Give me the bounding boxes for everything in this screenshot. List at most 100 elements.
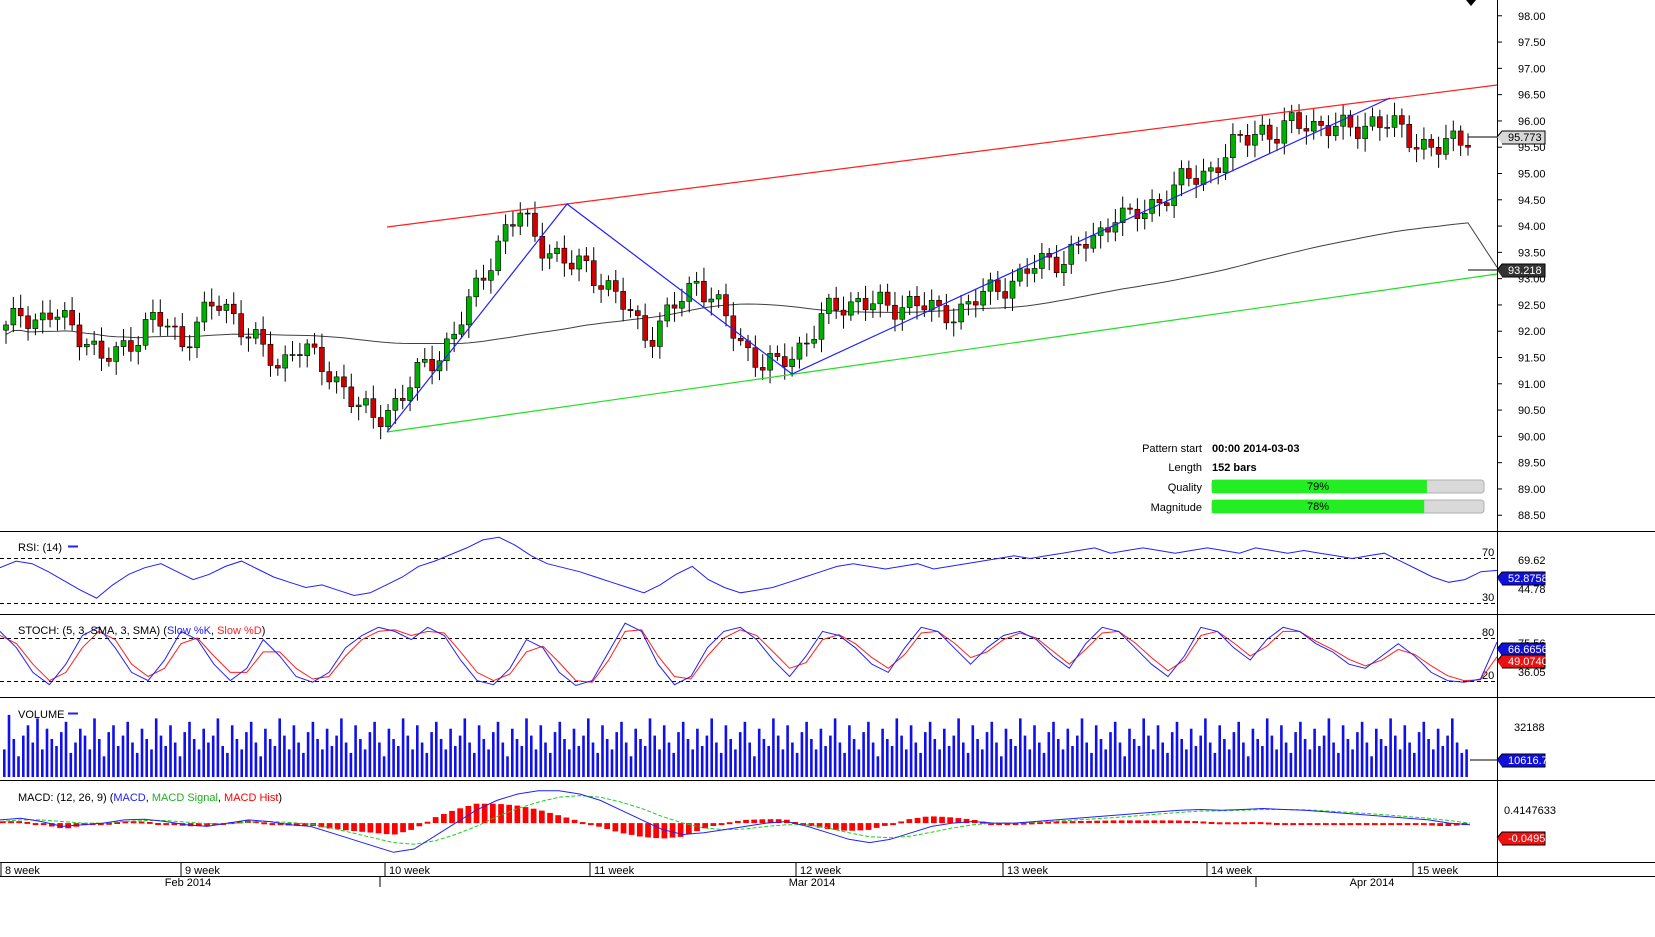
candle-body — [870, 303, 876, 311]
volume-bar — [102, 756, 106, 777]
volume-bar — [1208, 742, 1212, 777]
rsi-line — [0, 536, 1498, 599]
volume-bar — [1080, 718, 1084, 777]
candle-body — [399, 398, 406, 401]
volume-bar — [1147, 735, 1150, 777]
volume-bar — [216, 718, 220, 777]
volume-bar — [710, 718, 713, 777]
macd-hist-bar — [710, 823, 717, 826]
macd-hist-bar — [988, 823, 994, 826]
candle-body — [1090, 235, 1097, 249]
week-label: 13 week — [1007, 865, 1048, 877]
macd-hist-bar — [138, 821, 145, 824]
volume-bar — [748, 742, 751, 777]
volume-bar — [1299, 721, 1302, 777]
candle-body — [906, 296, 913, 308]
candle-body — [583, 255, 590, 261]
macd-hist-bar — [1314, 823, 1321, 826]
candle-body — [811, 339, 817, 344]
candle-body — [341, 376, 347, 388]
candle-body — [1347, 114, 1354, 128]
volume-bar — [1441, 746, 1445, 778]
volume-bar — [563, 739, 566, 777]
macd-hist-bar — [204, 823, 210, 827]
volume-bar — [738, 732, 742, 777]
candle-body — [488, 270, 494, 281]
macd-hist-bar — [898, 821, 904, 824]
week-label: 12 week — [800, 865, 841, 877]
candle-body — [319, 347, 325, 372]
volume-bar — [829, 735, 832, 777]
volume-bar — [819, 728, 823, 777]
candle-body — [238, 313, 244, 338]
volume-bar — [1337, 752, 1340, 777]
macd-hist-bar — [343, 823, 349, 831]
macd-hist-bar — [1078, 821, 1084, 824]
volume-bar — [7, 714, 11, 777]
macd-hist-bar — [939, 816, 945, 824]
macd-hist-bar — [1086, 820, 1092, 824]
volume-bar — [1261, 746, 1264, 778]
week-label: 15 week — [1417, 865, 1458, 877]
macd-hist-bar — [686, 823, 692, 835]
macd-hist-bar — [400, 823, 406, 833]
volume-bar — [1341, 725, 1345, 778]
volume-bar — [60, 732, 63, 777]
volume-bar — [164, 746, 167, 778]
candle-body — [1296, 112, 1302, 129]
candle-body — [1384, 127, 1390, 129]
candle-body — [1083, 244, 1089, 249]
macd-hist-bar — [1339, 823, 1345, 826]
volume-bar — [1446, 735, 1449, 777]
volume-bar — [971, 725, 975, 778]
volume-bar — [928, 721, 932, 777]
macd-current-label: -0.0495591 — [1496, 831, 1564, 846]
macd-hist-bar — [1143, 820, 1149, 824]
candle-body — [568, 262, 575, 270]
volume-bar — [349, 752, 353, 777]
volume-bar — [814, 749, 818, 777]
volume-bar — [705, 735, 709, 777]
volume-bar — [192, 739, 196, 777]
week-label: 9 week — [185, 865, 220, 877]
volume-bar — [1019, 718, 1022, 777]
volume-bar — [1123, 756, 1126, 777]
volume-bar — [624, 742, 628, 777]
volume-bar — [88, 749, 92, 777]
macd-hist-bar — [1012, 823, 1019, 825]
volume-bar — [354, 725, 357, 778]
price-panel: 98.00 97.50 97.00 96.50 96.00 95.50 95.00 94.50… — [3, 0, 1546, 522]
rsi-current-label: 52.87583 — [1496, 571, 1554, 586]
macd-hist-bar — [1061, 821, 1068, 824]
volume-bar — [1109, 732, 1112, 777]
macd-hist-bar — [620, 823, 627, 834]
volume-bar — [1142, 718, 1145, 777]
candle-body — [774, 353, 781, 357]
volume-bar — [909, 725, 913, 778]
volume-bar — [947, 746, 951, 778]
stoch-level-80: 80 — [1482, 627, 1494, 639]
volume-bar — [382, 756, 386, 777]
volume-bar — [1313, 728, 1316, 777]
volume-bar — [591, 742, 595, 777]
macd-hist-bar — [1363, 823, 1370, 826]
volume-bar — [454, 746, 457, 778]
volume-bar — [1422, 721, 1426, 777]
candle-body — [671, 304, 678, 309]
candle-body — [1399, 115, 1405, 125]
candle-body — [1413, 147, 1420, 150]
candle-body — [355, 404, 362, 407]
macd-hist-bar — [596, 823, 602, 827]
stoch-d-current-label: 49.07402 — [1496, 654, 1554, 669]
candle-body — [421, 359, 428, 363]
volume-bar — [150, 749, 153, 777]
volume-bar — [810, 739, 813, 777]
macd-hist-bar — [849, 823, 855, 831]
volume-bar — [79, 728, 82, 777]
volume-bar — [1280, 725, 1283, 778]
volume-bar — [838, 742, 842, 777]
week-label: 14 week — [1211, 865, 1252, 877]
week-label: 10 week — [389, 865, 430, 877]
corner-arrow-icon[interactable] — [1466, 0, 1476, 6]
volume-bar — [245, 732, 248, 777]
